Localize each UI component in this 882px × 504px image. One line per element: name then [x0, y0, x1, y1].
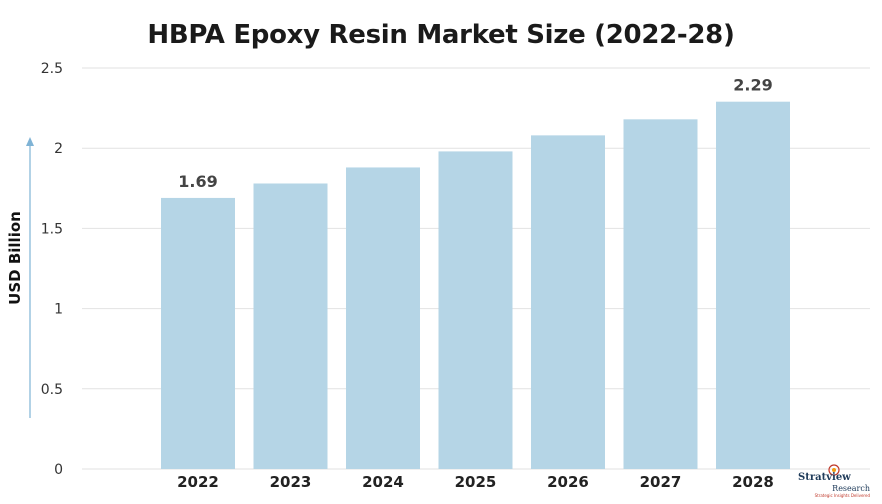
bar [716, 101, 790, 470]
x-tick-label: 2023 [270, 473, 312, 491]
x-tick-label: 2027 [640, 473, 682, 491]
bar [346, 167, 420, 469]
y-tick-label: 1 [54, 302, 63, 318]
y-tick-label: 0.5 [41, 382, 63, 398]
data-label: 1.69 [178, 172, 217, 191]
y-tick-label: 2 [54, 141, 63, 157]
bar [623, 119, 698, 469]
x-tick-label: 2022 [177, 473, 219, 491]
x-tick-label: 2024 [362, 473, 404, 491]
x-tick-label: 2028 [732, 473, 774, 491]
bar [438, 151, 513, 469]
data-label: 2.29 [733, 76, 772, 95]
target-icon [828, 464, 840, 476]
x-tick-label: 2026 [547, 473, 589, 491]
y-tick-label: 1.5 [41, 221, 63, 237]
bar [161, 197, 235, 469]
chart-title: HBPA Epoxy Resin Market Size (2022-28) [147, 20, 735, 50]
x-tick-label: 2025 [455, 473, 497, 491]
bar [531, 135, 605, 470]
logo-subtitle: Research [832, 484, 870, 493]
logo-tagline: Strategic Insights Delivered [814, 493, 870, 498]
stratview-logo: Stratview Research Strategic Insights De… [798, 464, 872, 500]
y-tick-label: 2.5 [41, 61, 63, 77]
bar [253, 183, 328, 469]
y-tick-label: 0 [54, 462, 63, 478]
y-axis-arrow-head [26, 137, 34, 146]
logo-brand: Stratview [798, 472, 851, 483]
